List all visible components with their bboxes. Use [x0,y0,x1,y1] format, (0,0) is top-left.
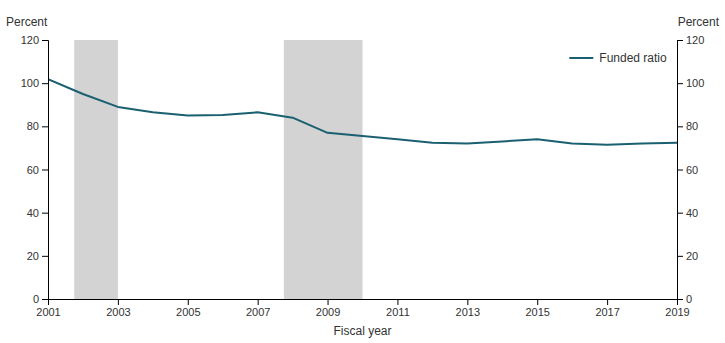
tick-label: 120 [686,34,704,46]
y-axis-title: Percent [6,15,48,29]
tick-mark [467,299,468,305]
tick-label: 0 [686,293,692,305]
tick: 40 [27,207,48,219]
tick-label: 100 [686,77,704,89]
tick-mark [677,83,683,84]
legend: Funded ratio [569,51,667,65]
tick: 2003 [106,299,130,318]
tick-label: 60 [27,164,39,176]
y2-axis: 0 20 40 60 80 100 120 [677,34,704,305]
tick-label: 2017 [595,306,619,318]
tick: 2017 [595,299,619,318]
tick-label: 2019 [665,306,689,318]
tick-label: 2009 [316,306,340,318]
tick: 40 [677,207,698,219]
tick: 100 [21,77,48,89]
tick-label: 20 [27,250,39,262]
tick: 2009 [316,299,340,318]
tick-label: 60 [686,164,698,176]
tick-label: 2001 [36,306,60,318]
tick-mark [42,170,48,171]
tick: 0 [33,293,48,305]
tick-label: 20 [686,250,698,262]
tick: 2011 [386,299,410,318]
tick: 2013 [456,299,480,318]
tick-mark [607,299,608,305]
tick-mark [537,299,538,305]
legend-swatch [569,57,593,59]
tick: 120 [677,34,704,46]
recession-band [74,40,118,299]
data-area [48,40,677,299]
tick-mark [397,299,398,305]
tick-label: 40 [27,207,39,219]
tick-label: 80 [27,120,39,132]
y2-axis-title: Percent [678,15,720,29]
tick-mark [42,83,48,84]
x-axis: 2001 2003 2005 2007 2009 2011 2013 2015 2017 2019 [36,299,689,318]
tick: 100 [677,77,704,89]
tick-label: 2015 [525,306,549,318]
tick-label: 2007 [246,306,270,318]
tick-mark [258,299,259,305]
tick-mark [677,299,683,300]
tick-mark [677,126,683,127]
tick-label: 2005 [176,306,200,318]
tick-mark [42,256,48,257]
tick-mark [188,299,189,305]
tick: 20 [677,250,698,262]
tick: 60 [677,164,698,176]
tick-mark [677,213,683,214]
tick: 0 [677,293,692,305]
x-axis-title: Fiscal year [333,324,391,338]
tick-mark [42,213,48,214]
tick: 2015 [525,299,549,318]
chart: 2001 2003 2005 2007 2009 2011 2013 2015 2017 2019… [0,0,725,343]
tick-mark [677,256,683,257]
tick-label: 2011 [386,306,410,318]
tick-mark [118,299,119,305]
legend-label: Funded ratio [599,51,667,65]
tick-mark [677,170,683,171]
tick-label: 0 [33,293,39,305]
tick-label: 100 [21,77,39,89]
tick-mark [42,299,48,300]
tick-label: 2003 [106,306,130,318]
tick: 2005 [176,299,200,318]
tick: 20 [27,250,48,262]
tick-mark [677,40,683,41]
tick-mark [42,126,48,127]
legend-item: Funded ratio [569,51,667,65]
recession-band [284,40,363,299]
axis-line [678,41,684,300]
tick: 80 [27,120,48,132]
tick-label: 80 [686,120,698,132]
tick-label: 120 [21,34,39,46]
axis-line [42,41,49,300]
series-line [48,79,677,145]
tick: 120 [21,34,48,46]
tick: 2007 [246,299,270,318]
tick: 2001 [36,299,60,318]
tick-label: 40 [686,207,698,219]
axis-line [49,300,678,306]
tick: 60 [27,164,48,176]
plot: 2001 2003 2005 2007 2009 2011 2013 2015 2017 2019… [6,15,720,338]
y-axis: 0 20 40 60 80 100 120 [21,34,49,305]
tick-label: 2013 [456,306,480,318]
tick: 80 [677,120,698,132]
tick-mark [42,40,48,41]
tick-mark [328,299,329,305]
